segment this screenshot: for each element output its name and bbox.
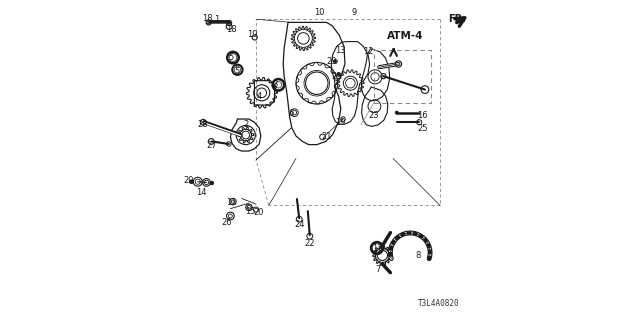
Text: 24: 24 [294, 220, 305, 229]
Text: 19: 19 [335, 118, 346, 127]
Circle shape [338, 73, 339, 75]
Text: 4: 4 [257, 92, 262, 100]
Text: 9: 9 [352, 8, 357, 17]
Text: 23: 23 [369, 111, 379, 120]
Text: 20: 20 [184, 176, 194, 185]
Text: 17: 17 [372, 244, 383, 253]
Text: 19: 19 [248, 30, 258, 39]
Text: 21: 21 [321, 132, 332, 140]
Text: T3L4A0820: T3L4A0820 [417, 299, 460, 308]
Text: ATM-4: ATM-4 [387, 31, 424, 41]
Text: 1: 1 [214, 15, 220, 24]
Text: 15: 15 [245, 207, 255, 216]
Text: 7: 7 [375, 265, 380, 274]
Text: 3: 3 [273, 80, 278, 89]
Circle shape [189, 180, 193, 184]
Circle shape [210, 181, 214, 185]
Text: 18: 18 [226, 25, 236, 34]
Text: FR.: FR. [448, 14, 466, 24]
Text: 22: 22 [305, 239, 315, 248]
Text: 2: 2 [243, 120, 248, 129]
Text: 13: 13 [335, 46, 346, 55]
Text: 18: 18 [202, 14, 212, 23]
Text: 28: 28 [197, 120, 207, 129]
Text: 20: 20 [253, 208, 264, 217]
Text: 27: 27 [207, 141, 217, 150]
Text: 8: 8 [416, 252, 421, 260]
Circle shape [335, 60, 337, 62]
Circle shape [396, 111, 399, 114]
Text: 29: 29 [332, 72, 342, 81]
Text: 5: 5 [228, 53, 234, 62]
Text: 25: 25 [417, 124, 428, 132]
Text: 29: 29 [326, 57, 337, 66]
Text: 16: 16 [417, 111, 428, 120]
Text: 10: 10 [314, 8, 324, 17]
Text: 11: 11 [226, 198, 236, 207]
Text: 14: 14 [196, 188, 207, 197]
Text: 5: 5 [234, 67, 239, 76]
Text: 6: 6 [289, 109, 294, 118]
Text: 26: 26 [221, 218, 232, 227]
Text: 12: 12 [363, 47, 373, 56]
